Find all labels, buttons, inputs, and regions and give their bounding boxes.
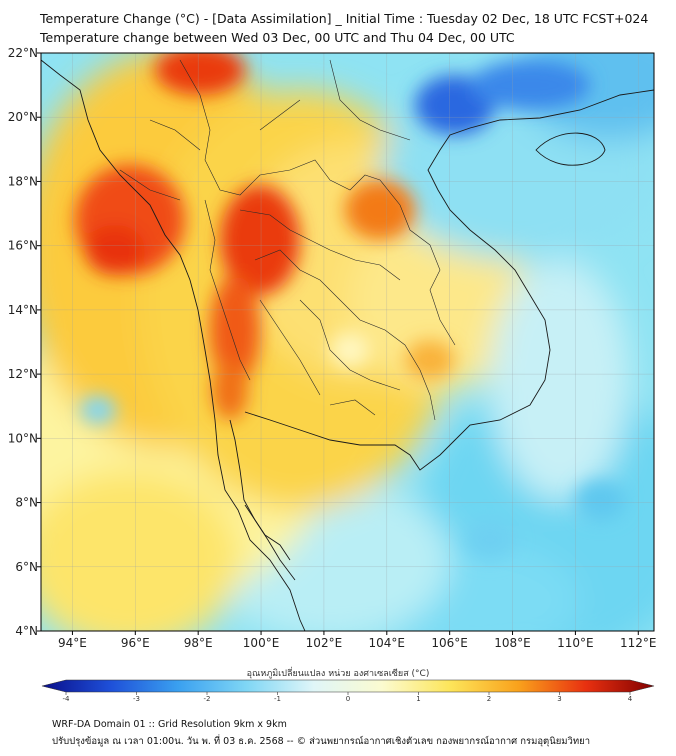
colorbar-title: อุณหภูมิเปลี่ยนแปลง หน่วย องศาเซลเซียส (… bbox=[246, 669, 430, 679]
lat-tick-label: 4°N bbox=[15, 624, 38, 638]
colorbar-bar bbox=[41, 679, 655, 693]
colorbar: -4 -3 -2 -1 0 1 2 3 4 bbox=[41, 679, 655, 703]
lon-tick-label: 102°E bbox=[306, 636, 343, 650]
chart-title: Temperature Change (°C) - [Data Assimila… bbox=[40, 11, 649, 26]
footer-model-info: WRF-DA Domain 01 :: Grid Resolution 9km … bbox=[52, 719, 287, 730]
lon-tick-label: 100°E bbox=[243, 636, 280, 650]
lon-tick-label: 104°E bbox=[369, 636, 406, 650]
colorbar-tick-label: 1 bbox=[416, 695, 420, 703]
colorbar-tick-label: -4 bbox=[63, 695, 71, 703]
lat-tick-label: 16°N bbox=[8, 239, 38, 253]
colorbar-tick-label: 2 bbox=[487, 695, 491, 703]
plot-frame bbox=[40, 52, 655, 632]
lon-tick-label: 110°E bbox=[557, 636, 594, 650]
lat-tick-label: 18°N bbox=[8, 174, 38, 188]
footer-update-credit: ปรับปรุงข้อมูล ณ เวลา 01:00น. วัน พ. ที่… bbox=[52, 736, 591, 747]
lat-tick-label: 22°N bbox=[8, 46, 38, 60]
lon-tick-label: 96°E bbox=[121, 636, 150, 650]
colorbar-tick-label: -1 bbox=[274, 695, 281, 703]
lat-tick-label: 12°N bbox=[8, 367, 38, 381]
lat-tick-label: 20°N bbox=[8, 110, 38, 124]
colorbar-tick-label: 4 bbox=[628, 695, 633, 703]
colorbar-tick-label: 3 bbox=[557, 695, 561, 703]
lon-tick-label: 112°E bbox=[620, 636, 657, 650]
temperature-field bbox=[41, 53, 654, 631]
lat-tick-label: 14°N bbox=[8, 303, 38, 317]
lon-tick-label: 98°E bbox=[184, 636, 213, 650]
colorbar-tick-label: -2 bbox=[204, 695, 211, 703]
lat-tick-label: 8°N bbox=[15, 496, 38, 510]
lon-tick-label: 108°E bbox=[494, 636, 531, 650]
axis-ticks: 94°E 96°E 98°E 100°E 102°E 104°E 106°E 108°E 110… bbox=[8, 46, 657, 650]
colorbar-tick-label: 0 bbox=[346, 695, 350, 703]
colorbar-tick-label: -3 bbox=[133, 695, 140, 703]
lat-tick-label: 10°N bbox=[8, 431, 38, 445]
chart-subtitle: Temperature change between Wed 03 Dec, 0… bbox=[40, 30, 515, 45]
lat-tick-label: 6°N bbox=[15, 560, 38, 574]
country-borders bbox=[119, 59, 456, 421]
lon-tick-label: 94°E bbox=[58, 636, 87, 650]
lat-lon-gridlines bbox=[41, 52, 654, 632]
lon-tick-label: 106°E bbox=[431, 636, 468, 650]
coastlines bbox=[41, 59, 654, 631]
